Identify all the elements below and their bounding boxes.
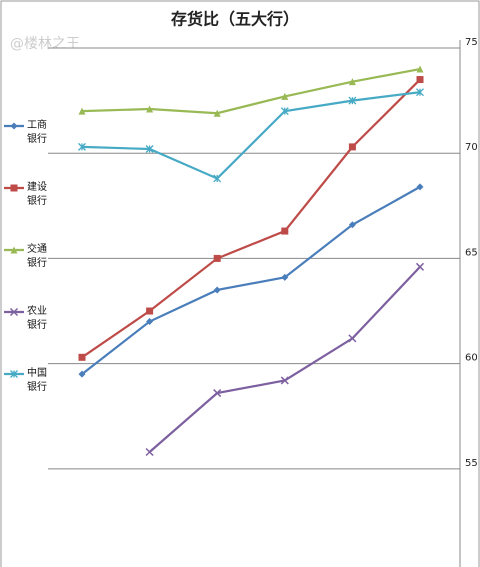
legend-label: 交通银行 [27, 244, 47, 269]
marker [416, 183, 424, 191]
marker [145, 145, 154, 153]
y-tick-label: 65 [465, 247, 478, 258]
y-tick-label: 75 [465, 37, 478, 48]
series-line [81, 78, 421, 359]
series-line [148, 266, 421, 453]
marker [213, 286, 221, 294]
marker [281, 227, 289, 235]
marker [78, 142, 86, 151]
marker [348, 96, 357, 105]
marker [348, 78, 356, 86]
legend-label: 工商银行 [27, 120, 47, 145]
marker [213, 109, 221, 117]
y-tick-label: 60 [465, 353, 478, 364]
chart-title: 存货比（五大行） [171, 10, 299, 29]
marker [281, 273, 289, 281]
marker [281, 92, 289, 100]
marker [145, 447, 154, 457]
marker [348, 143, 356, 151]
legend-label: 中国银行 [27, 368, 47, 393]
marker [146, 318, 154, 326]
legend-marker [10, 246, 18, 254]
marker [416, 65, 424, 73]
marker [416, 76, 424, 84]
legend-label: 农业银行 [27, 306, 47, 331]
series-line [81, 67, 421, 115]
legend-label: 建设银行 [27, 182, 47, 207]
series-line [81, 185, 421, 376]
marker [348, 334, 357, 343]
marker [146, 105, 154, 113]
marker [415, 262, 425, 271]
marker [416, 88, 424, 97]
y-tick-label: 70 [465, 142, 478, 153]
marker [78, 353, 86, 361]
legend-marker [9, 307, 19, 317]
marker [280, 107, 289, 116]
y-tick-label: 55 [465, 458, 478, 469]
legend-marker [10, 184, 18, 192]
marker [348, 221, 356, 229]
marker [78, 107, 86, 115]
marker [146, 307, 154, 315]
marker [213, 389, 222, 398]
watermark: @楼林之王 [10, 36, 80, 52]
series-line [81, 91, 421, 180]
marker [213, 254, 221, 262]
marker [78, 370, 86, 378]
legend-marker [10, 122, 18, 130]
marker [213, 174, 222, 183]
legend-marker [10, 370, 18, 378]
marker [280, 376, 289, 385]
